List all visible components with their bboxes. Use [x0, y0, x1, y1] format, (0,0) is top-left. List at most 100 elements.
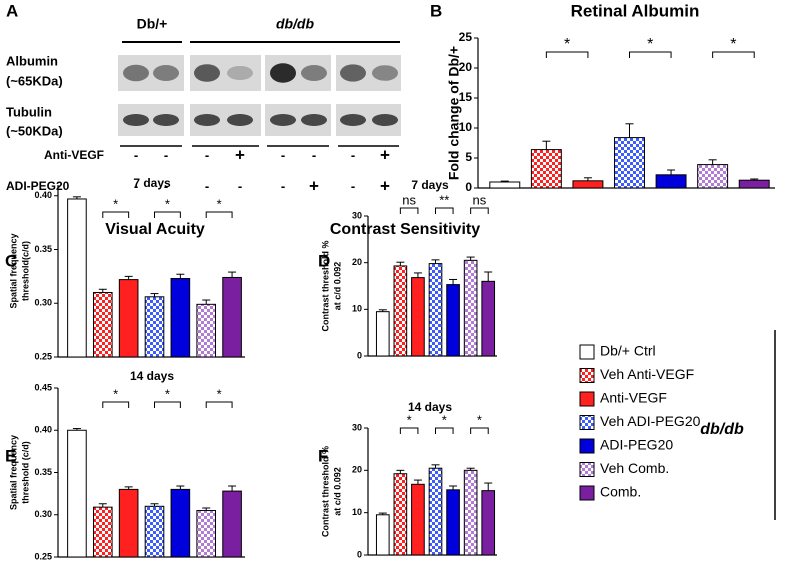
y-axis-label: Contrast threshold %	[320, 446, 330, 537]
y-axis-label: Contrast threshold %	[320, 240, 330, 331]
bar	[170, 488, 191, 558]
y-tick-label: 0	[357, 350, 362, 360]
significance-label: *	[165, 386, 170, 401]
blot-label: (~65KDa)	[6, 73, 63, 88]
legend-label: Comb.	[600, 484, 641, 500]
significance-label: ns	[473, 192, 487, 207]
chart-title: Retinal Albumin	[571, 1, 700, 20]
y-tick-label: 0	[465, 180, 472, 194]
y-tick-label: 0.35	[34, 467, 52, 477]
significance-label: *	[217, 196, 222, 211]
y-tick-label: 0	[357, 549, 362, 559]
bar	[572, 180, 604, 189]
y-tick-label: 0.25	[34, 551, 52, 561]
significance-bracket	[470, 427, 489, 434]
y-tick-label: 0.40	[34, 190, 52, 200]
bar	[92, 506, 113, 558]
significance-label: ns	[402, 192, 416, 207]
blot-band	[123, 114, 149, 126]
y-axis-label: threshold (c/d)	[20, 441, 30, 504]
chart-title: 14 days	[408, 400, 452, 414]
bar	[411, 277, 425, 357]
bar	[530, 149, 562, 189]
blot-band	[227, 114, 253, 126]
legend-swatch	[579, 462, 595, 477]
chart-title: 7 days	[411, 178, 449, 192]
y-tick-label: 10	[352, 507, 362, 517]
bar	[393, 473, 408, 556]
y-axis-label: threshold(c/d)	[20, 241, 30, 301]
significance-label: *	[113, 386, 118, 401]
significance-bracket	[205, 211, 233, 218]
y-tick-label: 15	[459, 90, 473, 104]
bar	[375, 514, 390, 556]
y-tick-label: 20	[352, 465, 362, 475]
significance-bracket	[154, 211, 181, 218]
significance-label: *	[217, 386, 222, 401]
group-label: db/db	[276, 16, 315, 32]
panel-letter: F	[318, 446, 328, 465]
significance-bracket	[435, 207, 454, 214]
significance-label: *	[477, 412, 482, 427]
y-tick-label: 0.35	[34, 244, 52, 254]
bar	[446, 489, 460, 556]
significance-bracket	[102, 401, 130, 408]
bar	[222, 276, 242, 358]
significance-label: *	[407, 412, 412, 427]
blot-band	[340, 114, 366, 126]
legend-swatch	[579, 438, 595, 454]
significance-bracket	[435, 427, 454, 434]
blot-band	[123, 64, 149, 82]
treatment-sign: -	[351, 178, 355, 193]
bar	[481, 280, 496, 357]
significance-bracket	[470, 207, 489, 214]
bar	[655, 174, 687, 189]
significance-bracket	[205, 401, 233, 408]
significance-bracket	[545, 51, 589, 58]
legend-swatch	[579, 368, 595, 383]
bar	[489, 181, 521, 189]
significance-bracket	[629, 51, 672, 58]
legend-label: Veh Anti-VEGF	[600, 366, 694, 382]
bar	[738, 179, 770, 189]
blot-label: Albumin	[6, 53, 58, 68]
treatment-sign: -	[134, 147, 138, 162]
legend-label: Veh Comb.	[600, 460, 669, 476]
significance-label: *	[647, 36, 653, 53]
panel-letter: C	[5, 251, 17, 270]
legend-label: Veh ADI-PEG20	[600, 413, 701, 429]
significance-bracket	[399, 207, 419, 214]
panel-letter: D	[318, 251, 330, 270]
treatment-sign: +	[235, 145, 245, 164]
bar	[481, 490, 496, 556]
legend-group-label: db/db	[700, 421, 744, 438]
bar	[428, 263, 443, 357]
bar	[428, 467, 443, 556]
section-heading: Contrast Sensitivity	[330, 221, 480, 238]
significance-label: *	[564, 36, 570, 53]
treatment-sign: -	[164, 178, 168, 193]
y-tick-label: 30	[352, 210, 362, 220]
significance-bracket	[712, 51, 755, 58]
significance-bracket	[399, 427, 419, 434]
significance-bracket	[102, 211, 130, 218]
bar	[411, 483, 425, 556]
y-axis-label: Fold change of Db/+	[446, 46, 462, 180]
y-tick-label: 30	[352, 422, 362, 432]
chart-title: 7 days	[133, 176, 171, 190]
legend-swatch	[579, 391, 595, 407]
y-tick-label: 5	[465, 150, 472, 164]
legend-label: Db/+ Ctrl	[600, 343, 656, 359]
blot-band	[301, 65, 327, 81]
group-label: Db/+	[137, 16, 168, 32]
treatment-sign: -	[164, 147, 168, 162]
significance-bracket	[154, 401, 181, 408]
bar	[375, 311, 390, 357]
blot-band	[301, 114, 327, 126]
treatment-sign: -	[205, 147, 209, 162]
bar	[446, 284, 460, 357]
bar	[170, 278, 191, 358]
y-tick-label: 0.30	[34, 509, 52, 519]
y-axis-label: Spatial frequency	[8, 435, 18, 510]
